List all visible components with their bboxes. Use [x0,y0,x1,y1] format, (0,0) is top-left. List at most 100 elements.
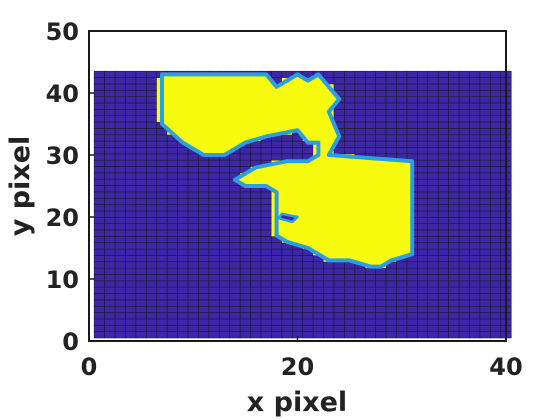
heatmap-cell-low [104,159,116,167]
heatmap-cell-low [281,293,293,301]
heatmap-cell-low [291,305,304,313]
heatmap-cell-low [219,197,231,205]
heatmap-cell-low [187,331,199,339]
heatmap-cell-low [114,70,126,78]
heatmap-cell-low [135,159,147,167]
heatmap-cell-low [250,299,262,307]
heatmap-cell-low [490,248,502,256]
heatmap-cell-low [114,331,126,339]
heatmap-cell-low [260,248,272,256]
heatmap-cell-low [396,140,408,148]
heatmap-cell-low [187,229,199,237]
heatmap-cell-low [344,286,356,294]
heatmap-cell-low [114,293,126,301]
heatmap-cell-low [229,255,241,263]
heatmap-cell-low [469,236,481,244]
heatmap-cell-low [490,140,502,148]
heatmap-cell-low [260,312,272,320]
heatmap-cell-low [417,128,429,136]
heatmap-cell-low [417,121,429,129]
heatmap-cell-low [406,96,418,104]
heatmap-cell-low [490,217,502,224]
heatmap-cell-low [208,299,220,307]
heatmap-cell-low [406,318,418,326]
heatmap-cell-low [114,89,126,97]
heatmap-cell-low [135,261,147,269]
heatmap-cell-low [208,324,220,332]
heatmap-cell-low [239,197,251,205]
heatmap-cell-low [437,128,449,136]
heatmap-cell-low [229,274,241,282]
heatmap-cell-low [385,128,397,136]
heatmap-cell-low [437,140,449,148]
heatmap-cell-low [437,324,449,332]
heatmap-cell-low [354,331,366,339]
heatmap-cell-low [490,102,502,110]
heatmap-cell-low [104,191,116,199]
heatmap-cell-low [281,267,293,275]
heatmap-cell-low [239,261,251,269]
heatmap-cell-low [333,293,345,301]
heatmap-cell-low [364,70,376,78]
heatmap-cell-low [135,331,147,339]
heatmap-cell-low [125,274,137,282]
heatmap-cell-low [239,248,251,256]
heatmap-cell-low [229,286,241,294]
heatmap-cell-low [229,299,241,307]
heatmap-cell-low [364,280,376,288]
heatmap-cell-low [114,242,126,250]
heatmap-cell-low [312,305,324,313]
heatmap-cell-low [458,299,470,307]
heatmap-cell-low [156,261,168,269]
heatmap-cell-low [135,204,147,212]
heatmap-cell-low [104,286,116,294]
heatmap-cell-low [396,102,408,110]
heatmap-cell-low [344,134,356,142]
heatmap-cell-low [104,102,116,110]
heatmap-cell-low [490,324,502,332]
heatmap-cell-low [104,121,116,129]
heatmap-cell-low [469,102,481,110]
heatmap-cell-low [250,197,262,205]
heatmap-cell-low [406,102,418,110]
heatmap-cell-low [125,70,137,78]
heatmap-cell-low [333,83,345,91]
heatmap-cell-low [458,261,470,269]
heatmap-cell-low [291,267,304,275]
heatmap-cell-low [291,324,304,332]
heatmap-cell-low [406,286,418,294]
heatmap-cell-low [239,312,251,320]
heatmap-cell-low [156,299,168,307]
heatmap-cell-low [114,217,126,224]
heatmap-cell-low [229,210,241,218]
heatmap-cell-low [156,147,168,155]
heatmap-cell-low [166,305,178,313]
heatmap-cell-low [156,242,168,250]
heatmap-cell-low [427,236,439,244]
heatmap-cell-low [354,83,366,91]
heatmap-cell-low [229,267,241,275]
heatmap-cell-low [417,96,429,104]
heatmap-cell-low [239,305,251,313]
heatmap-cell-low [427,166,439,174]
heatmap-cell-low [417,293,429,301]
heatmap-cell-low [364,286,376,294]
heatmap-cell-low [198,274,210,282]
heatmap-cell-low [146,223,158,231]
heatmap-cell-low [323,305,335,313]
low-hole-0 [277,212,299,224]
heatmap-cell-low [260,318,272,326]
heatmap-cell-low [469,70,481,78]
heatmap-cell-low [187,267,199,275]
heatmap-cell-low [271,242,283,250]
heatmap-cell-low [187,197,199,205]
heatmap-cell-low [448,229,460,237]
heatmap-cell-low [448,191,460,199]
heatmap-cell-low [417,197,429,205]
heatmap-cell-low [437,274,449,282]
heatmap-cell-low [93,236,105,244]
heatmap-cell-low [469,140,481,148]
heatmap-cell-low [458,331,470,339]
heatmap-cell-low [427,115,439,123]
heatmap-cell-low [229,318,241,326]
